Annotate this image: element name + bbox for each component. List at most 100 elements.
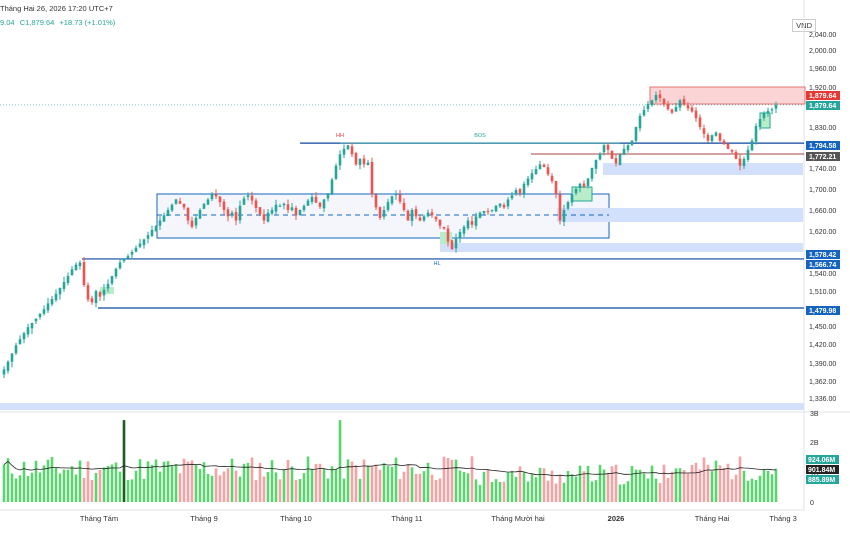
candle-body: [754, 126, 758, 142]
candle-body: [46, 303, 50, 311]
candle-body: [50, 298, 54, 305]
volume-bar: [578, 465, 582, 502]
volume-bar: [694, 462, 698, 502]
candle-body: [26, 327, 30, 335]
volume-bar: [458, 470, 462, 502]
candle-body: [322, 199, 326, 209]
candle-body: [242, 198, 246, 205]
volume-bar: [310, 468, 314, 502]
volume-bar: [630, 466, 634, 502]
candle-body: [82, 262, 86, 285]
candle-body: [414, 209, 418, 217]
candle-body: [130, 252, 134, 255]
price-tick-label: 1,540.00: [809, 271, 836, 278]
candle-body: [546, 167, 550, 175]
volume-bar: [110, 464, 114, 502]
volume-bar: [702, 457, 706, 502]
candle-body: [530, 173, 534, 180]
volume-bar: [314, 463, 318, 502]
volume-bar: [426, 462, 430, 502]
candle-body: [734, 152, 738, 159]
volume-bar: [114, 462, 118, 502]
volume-bar: [446, 457, 450, 502]
price-label-box: [806, 91, 840, 100]
price-label-text: 1,479.98: [809, 308, 836, 315]
candle-body: [22, 333, 26, 340]
candle-body: [574, 189, 578, 194]
candle-body: [606, 144, 610, 150]
volume-bar: [18, 475, 22, 502]
volume-bar: [286, 459, 290, 502]
volume-bar: [362, 459, 366, 502]
candle-body: [142, 239, 146, 246]
candle-body: [758, 119, 762, 127]
volume-bar: [634, 469, 638, 502]
candle-body: [354, 153, 358, 165]
candle-body: [382, 210, 386, 217]
time-axis-label: 2026: [608, 514, 625, 523]
candle-body: [18, 339, 22, 345]
demand-zone-2: [557, 208, 803, 222]
volume-bar: [478, 484, 482, 502]
candle-body: [106, 283, 110, 289]
candle-body: [646, 103, 650, 110]
candle-body: [698, 117, 702, 127]
candle-body: [98, 292, 102, 297]
candle-body: [178, 201, 182, 204]
candle-body: [618, 154, 622, 165]
candle-body: [610, 150, 614, 159]
volume-bar: [210, 475, 214, 502]
price-tick-label: 1,660.00: [809, 208, 836, 215]
candle-body: [470, 221, 474, 225]
candle-body: [214, 194, 218, 197]
candle-body: [226, 209, 230, 217]
candle-body: [494, 205, 498, 212]
candle-body: [310, 196, 314, 202]
candle-body: [622, 148, 626, 155]
candle-body: [138, 243, 142, 247]
candle-body: [2, 369, 6, 375]
volume-bar: [86, 461, 90, 502]
volume-bar: [318, 463, 322, 502]
volume-bar: [714, 460, 718, 502]
candle-body: [598, 153, 602, 160]
ohlc-readout: 9.04 C1,879.64 +18.73 (+1.01%): [0, 18, 115, 27]
candle-body: [162, 215, 166, 222]
candle-body: [42, 309, 46, 314]
candle-body: [350, 146, 354, 155]
volume-bar: [690, 464, 694, 502]
candle-body: [186, 207, 190, 221]
volume-bar: [466, 473, 470, 502]
candle-body: [534, 169, 538, 175]
chart-datetime: Tháng Hai 26, 2026 17:20 UTC+7: [0, 4, 113, 13]
demand-zone-3: [440, 243, 803, 252]
candle-body: [398, 194, 402, 202]
volume-bar: [718, 465, 722, 502]
close-value: C1,879.64: [19, 18, 55, 27]
candle-body: [274, 204, 278, 212]
candle-body: [338, 154, 342, 166]
candle-body: [586, 178, 590, 186]
candle-body: [742, 158, 746, 166]
volume-bar: [678, 468, 682, 502]
annotation-label: BOS: [474, 133, 486, 139]
volume-bar: [354, 465, 358, 502]
volume-bar: [254, 480, 258, 502]
candle-body: [626, 145, 630, 151]
volume-bar: [198, 469, 202, 502]
candle-body: [466, 220, 470, 229]
candle-body: [750, 140, 754, 151]
price-tick-label: 1,420.00: [809, 342, 836, 349]
volume-bar: [650, 465, 654, 502]
candle-body: [658, 94, 662, 99]
volume-bar: [582, 471, 586, 502]
volume-bar: [334, 469, 338, 502]
volume-bar: [298, 479, 302, 502]
volume-bar: [602, 469, 606, 502]
volume-bar: [586, 465, 590, 502]
volume-bar: [382, 463, 386, 502]
volume-bar: [278, 479, 282, 502]
volume-bar: [98, 469, 102, 502]
price-tick-label: 2,000.00: [809, 48, 836, 55]
